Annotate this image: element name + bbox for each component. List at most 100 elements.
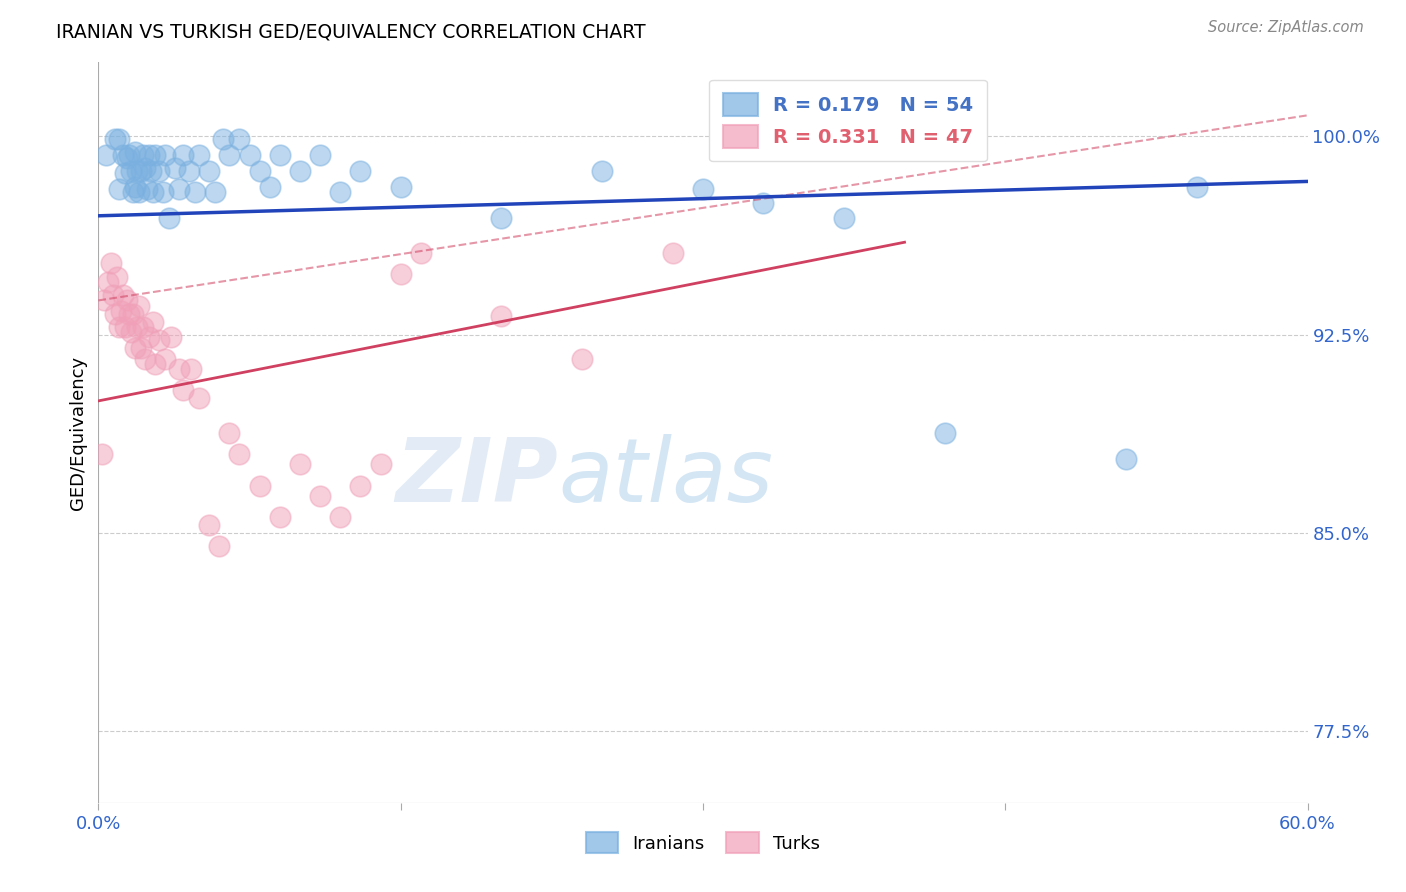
Point	[218, 148, 240, 162]
Point	[114, 319, 136, 334]
Point	[309, 148, 332, 162]
Point	[571, 351, 593, 366]
Point	[188, 391, 211, 405]
Point	[128, 299, 150, 313]
Point	[153, 351, 176, 366]
Point	[103, 307, 125, 321]
Point	[110, 304, 132, 318]
Point	[349, 478, 371, 492]
Point	[329, 185, 352, 199]
Point	[167, 182, 190, 196]
Point	[128, 185, 150, 199]
Point	[349, 164, 371, 178]
Point	[139, 164, 162, 178]
Point	[288, 164, 311, 178]
Point	[107, 132, 129, 146]
Point	[105, 269, 128, 284]
Point	[198, 518, 221, 533]
Point	[97, 275, 120, 289]
Point	[125, 319, 148, 334]
Point	[934, 425, 956, 440]
Point	[129, 164, 152, 178]
Point	[160, 330, 183, 344]
Point	[118, 307, 141, 321]
Point	[132, 319, 155, 334]
Point	[115, 151, 138, 165]
Point	[142, 185, 165, 199]
Point	[1185, 179, 1208, 194]
Point	[212, 132, 235, 146]
Point	[143, 357, 166, 371]
Point	[129, 341, 152, 355]
Point	[124, 179, 146, 194]
Point	[101, 288, 124, 302]
Point	[370, 458, 392, 472]
Point	[167, 362, 190, 376]
Point	[124, 341, 146, 355]
Point	[218, 425, 240, 440]
Point	[111, 288, 134, 302]
Point	[752, 195, 775, 210]
Point	[125, 164, 148, 178]
Point	[121, 185, 143, 199]
Point	[198, 164, 221, 178]
Point	[1115, 452, 1137, 467]
Point	[120, 164, 142, 178]
Point	[389, 267, 412, 281]
Point	[180, 362, 202, 376]
Point	[132, 148, 155, 162]
Point	[148, 164, 170, 178]
Point	[491, 310, 513, 324]
Point	[692, 182, 714, 196]
Text: Source: ZipAtlas.com: Source: ZipAtlas.com	[1208, 20, 1364, 35]
Point	[121, 307, 143, 321]
Point	[152, 185, 174, 199]
Text: ZIP: ZIP	[395, 434, 558, 521]
Point	[114, 166, 136, 180]
Point	[163, 161, 186, 176]
Point	[153, 148, 176, 162]
Point	[188, 148, 211, 162]
Point	[138, 330, 160, 344]
Point	[111, 148, 134, 162]
Point	[184, 185, 207, 199]
Point	[249, 478, 271, 492]
Text: IRANIAN VS TURKISH GED/EQUIVALENCY CORRELATION CHART: IRANIAN VS TURKISH GED/EQUIVALENCY CORRE…	[56, 22, 645, 41]
Point	[93, 293, 115, 308]
Point	[409, 245, 432, 260]
Point	[269, 510, 291, 524]
Point	[179, 164, 201, 178]
Point	[591, 164, 613, 178]
Point	[208, 539, 231, 553]
Point	[204, 185, 226, 199]
Point	[134, 161, 156, 176]
Point	[491, 211, 513, 226]
Point	[288, 458, 311, 472]
Point	[135, 182, 157, 196]
Point	[148, 333, 170, 347]
Point	[107, 319, 129, 334]
Point	[100, 256, 122, 270]
Point	[661, 245, 683, 260]
Point	[329, 510, 352, 524]
Point	[142, 314, 165, 328]
Point	[389, 179, 412, 194]
Point	[228, 132, 250, 146]
Point	[157, 211, 180, 226]
Point	[115, 293, 138, 308]
Point	[134, 351, 156, 366]
Y-axis label: GED/Equivalency: GED/Equivalency	[69, 356, 87, 509]
Point	[138, 148, 160, 162]
Point	[269, 148, 291, 162]
Point	[120, 325, 142, 339]
Point	[172, 384, 194, 398]
Point	[118, 148, 141, 162]
Point	[239, 148, 262, 162]
Point	[309, 489, 332, 503]
Point	[91, 447, 114, 461]
Point	[96, 148, 118, 162]
Point	[228, 447, 250, 461]
Point	[259, 179, 281, 194]
Point	[832, 211, 855, 226]
Point	[103, 132, 125, 146]
